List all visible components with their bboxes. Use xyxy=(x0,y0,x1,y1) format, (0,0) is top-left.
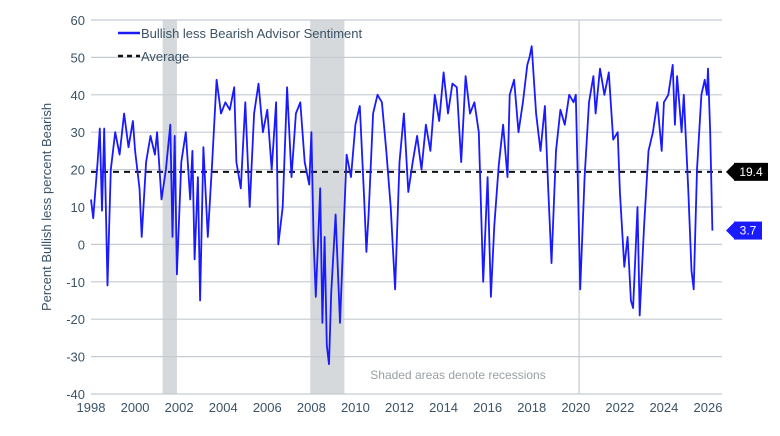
y-tick-label: 40 xyxy=(71,88,85,103)
x-tick-label: 1998 xyxy=(77,400,106,415)
x-tick-label: 2020 xyxy=(561,400,590,415)
gridlines xyxy=(91,19,722,395)
legend-label-average: Average xyxy=(141,49,189,64)
x-tick-label: 2024 xyxy=(649,400,678,415)
x-tick-label: 2006 xyxy=(253,400,282,415)
average-value-label: 19.4 xyxy=(726,162,768,181)
y-tick-label: 0 xyxy=(78,237,85,252)
legend-label-sentiment: Bullish less Bearish Advisor Sentiment xyxy=(141,26,362,41)
x-tick-label: 2000 xyxy=(121,400,150,415)
last-value-text: 3.7 xyxy=(740,224,757,238)
x-tick-label: 2018 xyxy=(517,400,546,415)
last-value-label: 3.7 xyxy=(726,221,762,240)
average-value-text: 19.4 xyxy=(739,165,763,179)
y-tick-label: 60 xyxy=(71,13,85,28)
y-axis-ticks: 60 50 40 30 20 10 0 -10 -20 -30 -40 xyxy=(66,13,85,402)
y-tick-label: -20 xyxy=(66,312,85,327)
y-tick-label: -10 xyxy=(66,275,85,290)
x-tick-label: 2004 xyxy=(209,400,238,415)
x-tick-label: 2010 xyxy=(341,400,370,415)
x-tick-label: 2008 xyxy=(297,400,326,415)
y-tick-label: 20 xyxy=(71,163,85,178)
recession-annotation: Shaded areas denote recessions xyxy=(370,368,545,382)
legend: Bullish less Bearish Advisor Sentiment A… xyxy=(118,26,362,64)
x-tick-label: 2014 xyxy=(429,400,458,415)
y-tick-label: -40 xyxy=(66,387,85,402)
x-tick-label: 2016 xyxy=(473,400,502,415)
y-tick-label: -30 xyxy=(66,350,85,365)
x-axis-ticks: 1998 2000 2002 2004 2006 2008 2010 2012 2014 2016… xyxy=(77,400,723,415)
x-tick-label: 2026 xyxy=(694,400,723,415)
x-tick-label: 2022 xyxy=(605,400,634,415)
y-tick-label: 30 xyxy=(71,125,85,140)
x-tick-label: 2002 xyxy=(165,400,194,415)
y-tick-label: 50 xyxy=(71,50,85,65)
x-tick-label: 2012 xyxy=(385,400,414,415)
sentiment-series-line xyxy=(90,45,714,365)
y-tick-label: 10 xyxy=(71,200,85,215)
y-axis-label: Percent Bullish less percent Bearish xyxy=(39,103,54,311)
